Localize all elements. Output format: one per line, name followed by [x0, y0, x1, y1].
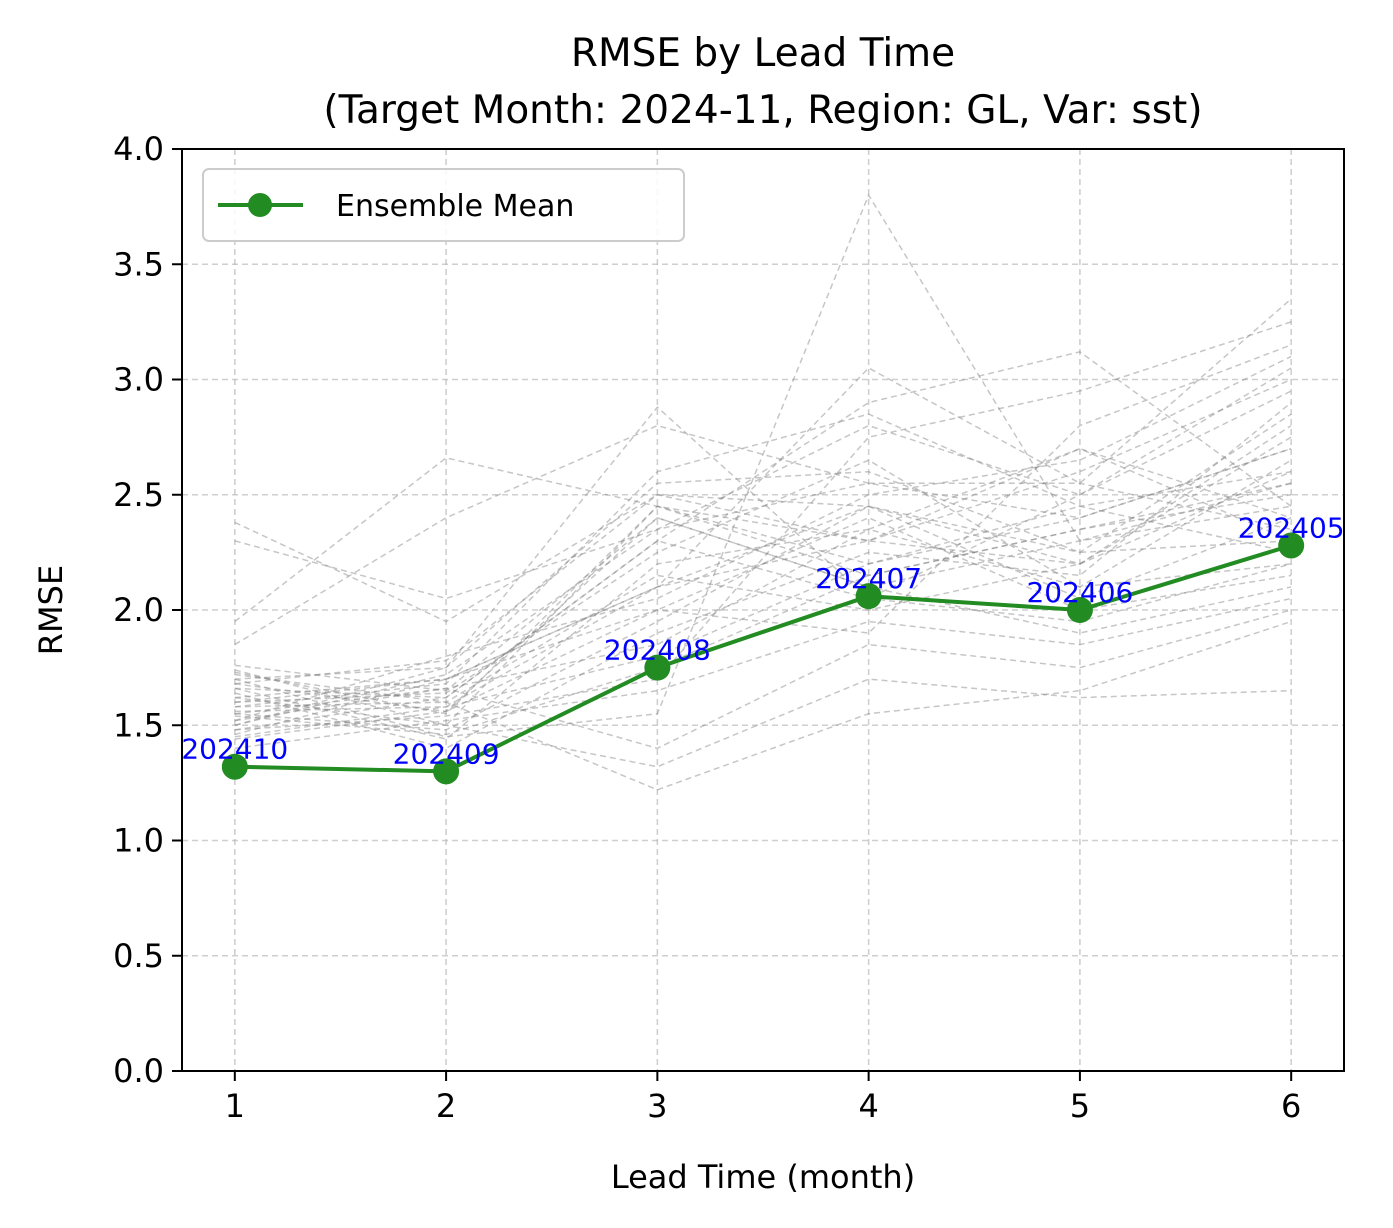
ensemble-mean-point: [1278, 532, 1305, 559]
point-label: 202406: [1026, 576, 1133, 609]
ensemble-member-line-2: [234, 424, 1292, 699]
ensemble-member-line-20: [234, 413, 1292, 736]
legend-label-ensemble-mean: Ensemble Mean: [336, 189, 574, 224]
ensemble-member-line-15: [234, 516, 1292, 740]
ensemble-mean-line: [234, 543, 1292, 774]
x-tick-label: 3: [647, 1087, 667, 1125]
ensemble-member-line-27: [234, 609, 1292, 750]
point-label: 202405: [1238, 511, 1345, 544]
ensemble-member-line-17: [234, 494, 1292, 736]
y-tick-label: 4.0: [113, 130, 164, 168]
ensemble-member-line-30: [234, 298, 1292, 713]
point-label: 202408: [604, 634, 711, 667]
ensemble-member-line-5: [234, 470, 1292, 680]
ensemble-member-line-34: [234, 516, 1292, 713]
ensemble-member-line-11: [234, 413, 1292, 708]
ensemble-member-line-7: [234, 528, 1292, 740]
ensemble-member-line-8: [234, 355, 1292, 722]
x-tick-label: 1: [225, 1087, 245, 1125]
x-tick-label: 5: [1070, 1087, 1090, 1125]
ensemble-member-line-12: [234, 401, 1292, 750]
ensemble-member-line-18: [234, 459, 1292, 703]
ensemble-member-line-32: [234, 321, 1292, 731]
ensemble-mean-series: [221, 532, 1305, 785]
ensemble-member-line-14: [234, 436, 1292, 703]
y-axis-label: RMSE: [32, 565, 70, 655]
y-tick-label: 0.5: [113, 937, 164, 975]
legend-marker-swatch: [248, 193, 272, 217]
legend: Ensemble Mean: [202, 168, 685, 242]
ensemble-member-line-29: [234, 193, 1292, 738]
y-tick-label: 3.0: [113, 361, 164, 399]
x-axis-label: Lead Time (month): [611, 1158, 915, 1196]
y-tick-label: 0.0: [113, 1052, 164, 1090]
x-tick-label: 2: [436, 1087, 456, 1125]
ensemble-member-lines: [234, 193, 1292, 791]
chart-title-line-1: RMSE by Lead Time: [571, 31, 955, 76]
ensemble-mean-point: [221, 753, 248, 780]
ensemble-member-line-19: [234, 505, 1292, 727]
point-labels: 202410 202409 202408 202407 202406 202405: [181, 511, 1344, 770]
ensemble-member-line-13: [234, 482, 1292, 726]
chart-title-line-2: (Target Month: 2024-11, Region: GL, Var:…: [323, 88, 1202, 133]
ensemble-member-line-22: [234, 367, 1292, 600]
ensemble-member-line-33: [234, 344, 1292, 703]
y-tick-label: 1.5: [113, 706, 164, 744]
y-tick-label: 3.5: [113, 245, 164, 283]
ensemble-mean-point: [644, 654, 671, 681]
ensemble-member-line-24: [234, 424, 1292, 646]
point-label: 202409: [393, 737, 500, 770]
ensemble-mean-point: [1066, 597, 1093, 623]
y-tick-label: 1.0: [113, 822, 164, 860]
ensemble-member-line-1: [234, 482, 1292, 715]
point-label: 202407: [815, 562, 922, 595]
ensemble-mean-point: [855, 583, 882, 610]
ensemble-member-line-23: [234, 447, 1292, 623]
ensemble-member-line-4: [234, 390, 1292, 731]
point-label: 202410: [181, 733, 288, 766]
ensemble-member-line-31: [234, 351, 1292, 699]
ensemble-member-line-25: [234, 620, 1292, 791]
axis-ticks: 1 2 3 4 5 6 0.0 0.5 1.0 1.5 2.0 2.5 3.0 3.5 4.0: [113, 130, 1301, 1125]
ensemble-member-line-6: [234, 447, 1292, 738]
ensemble-mean-point: [433, 758, 460, 785]
ensemble-member-line-9: [234, 505, 1292, 692]
ensemble-member-line-21: [234, 471, 1292, 623]
legend-box: [202, 168, 685, 242]
x-tick-label: 6: [1281, 1087, 1301, 1125]
ensemble-member-line-35: [234, 447, 1292, 722]
y-tick-label: 2.5: [113, 476, 164, 514]
ensemble-member-line-28: [234, 406, 1292, 726]
y-tick-label: 2.0: [113, 591, 164, 629]
ensemble-member-line-26: [234, 678, 1292, 768]
x-tick-label: 4: [858, 1087, 878, 1125]
